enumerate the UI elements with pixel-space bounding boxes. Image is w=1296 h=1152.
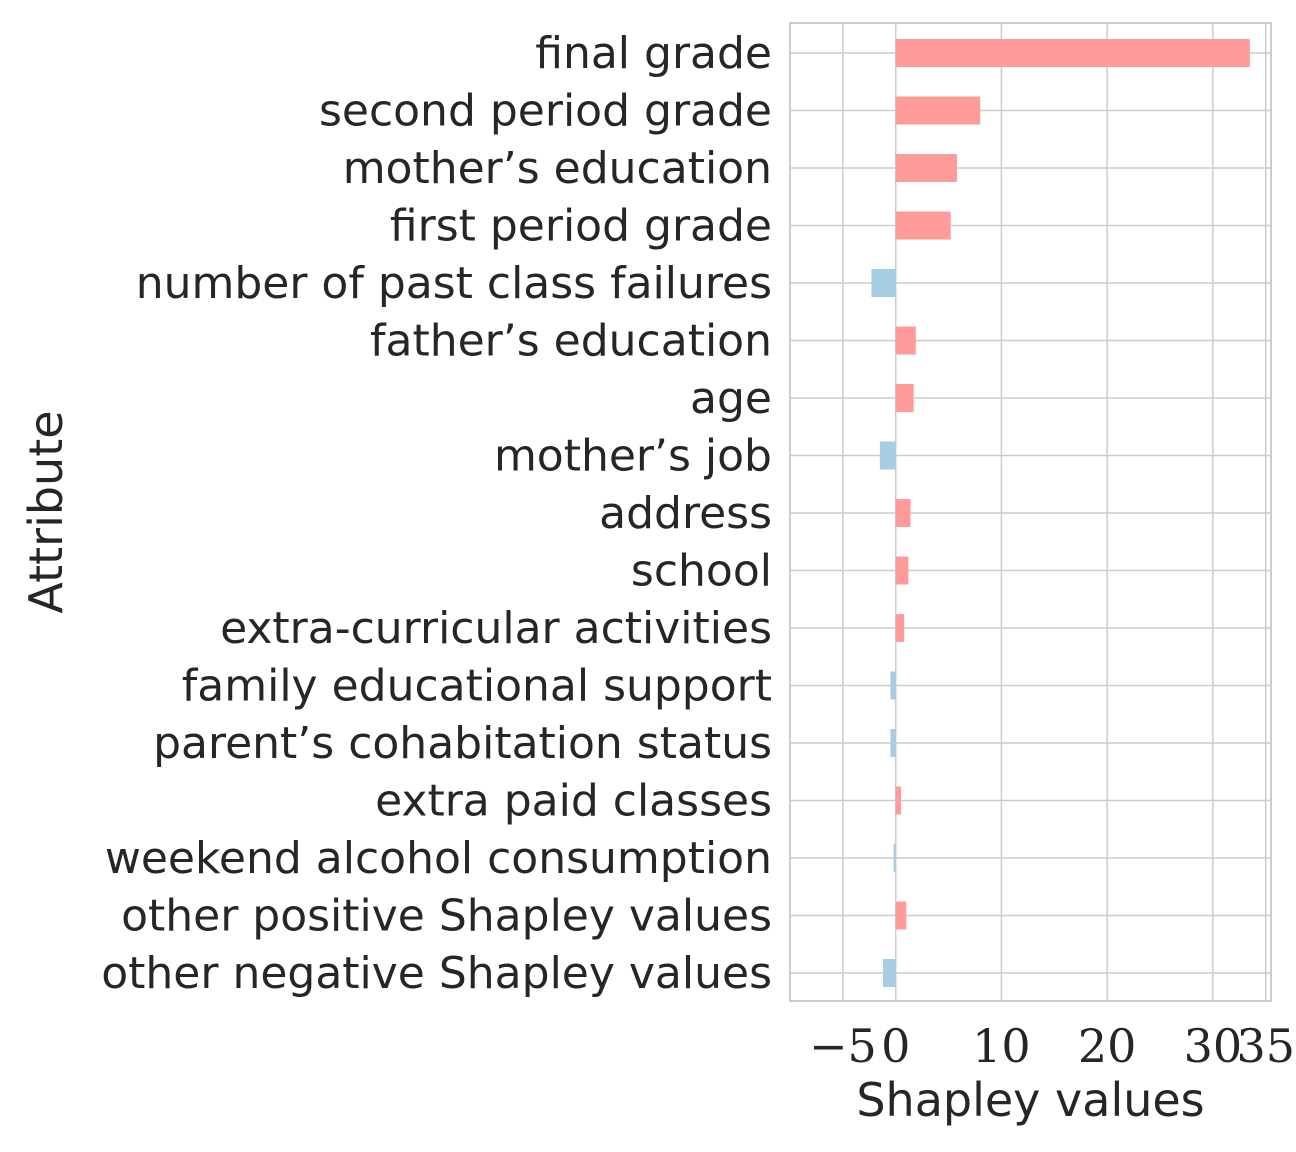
x-tick-label-0: −5 [809,1019,877,1073]
bar-10 [895,614,905,642]
category-label-15: other positive Shapley values [121,891,772,942]
bar-14 [893,844,896,872]
category-label-6: age [690,373,772,424]
x-tick-label-4: 30 [1184,1019,1243,1073]
x-tick-label-3: 20 [1078,1019,1137,1073]
category-label-11: family educational support [182,661,772,712]
bar-2 [895,154,958,182]
x-axis-title: Shapley values [856,1073,1204,1127]
category-labels: final grade second period grade mother’s e… [101,28,772,999]
category-label-10: extra-curricular activities [220,603,772,654]
plot-frame [789,22,1272,1002]
category-label-12: parent’s cohabitation status [153,718,772,769]
category-label-0: final grade [535,28,772,79]
category-label-1: second period grade [319,86,772,137]
category-label-4: number of past class failures [136,258,772,309]
x-tick-label-1: 0 [881,1019,910,1073]
bar-8 [895,499,911,527]
bar-15 [895,901,907,930]
y-axis-title: Attribute [19,410,73,613]
bar-3 [895,211,951,240]
bar-9 [895,556,909,585]
category-label-9: school [631,546,772,597]
category-label-13: extra paid classes [375,776,772,827]
bar-5 [895,326,916,355]
grid-lines [790,23,1271,1001]
bar-4 [871,269,896,297]
x-tick-label-2: 10 [972,1019,1031,1073]
x-tick-label-5: 35 [1236,1019,1295,1073]
bar-1 [895,96,981,125]
bar-0 [895,39,1250,67]
category-label-5: father’s education [370,316,772,367]
category-label-3: first period grade [390,201,772,252]
bar-12 [890,729,896,757]
bar-7 [879,441,896,470]
bar-13 [895,786,901,815]
bar-16 [883,959,896,987]
bar-11 [890,671,896,700]
category-label-14: weekend alcohol consumption [105,833,772,884]
category-label-7: mother’s job [494,431,772,482]
bar-6 [895,384,914,412]
category-label-16: other negative Shapley values [101,948,772,999]
bars [871,39,1250,987]
category-label-8: address [599,488,772,539]
category-label-2: mother’s education [343,143,772,194]
